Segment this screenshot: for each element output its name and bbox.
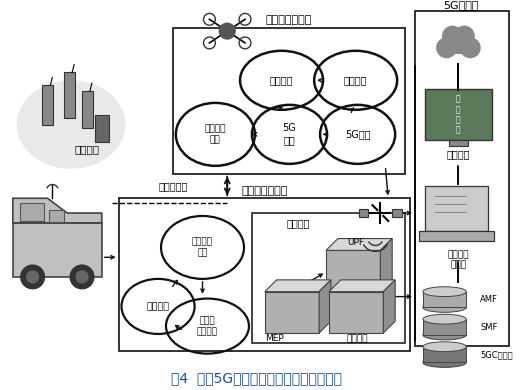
Bar [13, 223, 102, 277]
Bar [64, 73, 75, 118]
Ellipse shape [423, 330, 466, 340]
Bar [419, 231, 494, 241]
Text: 高空平台子系统: 高空平台子系统 [265, 15, 311, 25]
Bar [423, 319, 466, 335]
Polygon shape [13, 198, 102, 223]
Polygon shape [319, 280, 331, 333]
Text: UPF: UPF [347, 238, 364, 247]
Bar [173, 28, 405, 174]
Polygon shape [326, 250, 380, 292]
Polygon shape [329, 292, 383, 333]
Text: 指挥中心: 指挥中心 [447, 149, 470, 159]
Ellipse shape [423, 314, 466, 324]
Text: 电源系统: 电源系统 [270, 75, 293, 85]
Text: 业务平台: 业务平台 [347, 334, 368, 343]
Bar [95, 115, 109, 142]
Circle shape [443, 26, 462, 46]
Bar [82, 91, 93, 128]
Text: 无人机
控制系统: 无人机 控制系统 [197, 316, 218, 336]
Bar [449, 140, 469, 146]
Ellipse shape [423, 358, 466, 367]
Bar [423, 292, 466, 307]
Bar [425, 186, 488, 231]
Circle shape [454, 26, 474, 46]
Polygon shape [380, 239, 392, 292]
Ellipse shape [423, 342, 466, 352]
Text: MEP: MEP [265, 334, 284, 343]
Bar [119, 198, 410, 351]
Text: 光电传输
系统: 光电传输 系统 [204, 124, 226, 144]
Circle shape [70, 265, 94, 289]
Text: 飞控系统: 飞控系统 [344, 75, 368, 85]
Text: 指
挥
中
心: 指 挥 中 心 [456, 95, 461, 135]
Text: 5G天线: 5G天线 [345, 129, 370, 139]
Bar [425, 89, 492, 140]
Text: 电缆收放
系统: 电缆收放 系统 [192, 238, 213, 257]
Polygon shape [265, 280, 331, 292]
Bar [415, 11, 509, 346]
Polygon shape [265, 292, 319, 333]
Text: 地面控制子系统: 地面控制子系统 [242, 186, 288, 197]
Bar [252, 213, 405, 343]
Text: 5G核心网: 5G核心网 [444, 0, 479, 10]
Bar [392, 209, 402, 217]
Bar [423, 347, 466, 362]
Text: AMF: AMF [480, 295, 498, 304]
Circle shape [21, 265, 44, 289]
Bar [49, 210, 64, 222]
Bar [20, 203, 44, 221]
Text: 5GC控制面: 5GC控制面 [480, 350, 513, 359]
Polygon shape [326, 239, 392, 250]
Text: 现场终端: 现场终端 [74, 144, 99, 154]
Text: 通信系统: 通信系统 [287, 218, 310, 228]
Ellipse shape [423, 303, 466, 312]
Text: 5G
微站: 5G 微站 [282, 123, 296, 145]
Circle shape [27, 271, 38, 283]
Bar [440, 40, 476, 54]
Text: 图4  基于5G的系留式无人机应急通信系统: 图4 基于5G的系留式无人机应急通信系统 [172, 371, 342, 385]
Text: 光电复合缆: 光电复合缆 [158, 181, 188, 191]
Polygon shape [383, 280, 395, 333]
Bar [43, 85, 54, 124]
Text: SMF: SMF [480, 323, 498, 332]
Text: 网络切片
编排器: 网络切片 编排器 [448, 250, 469, 270]
Circle shape [449, 30, 468, 50]
Ellipse shape [17, 80, 125, 169]
Bar [359, 209, 369, 217]
Text: 供电系统: 供电系统 [147, 302, 170, 311]
Circle shape [437, 38, 457, 58]
Circle shape [76, 271, 88, 283]
Circle shape [461, 38, 480, 58]
Polygon shape [329, 280, 395, 292]
Circle shape [219, 23, 235, 39]
Ellipse shape [423, 287, 466, 296]
